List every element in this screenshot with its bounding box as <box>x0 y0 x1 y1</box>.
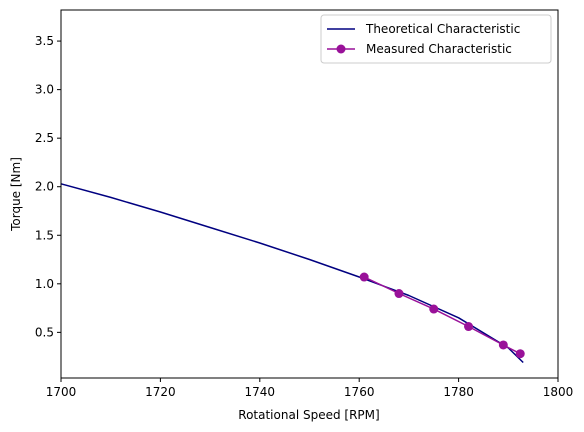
x-axis-ticks: 1700 1720 1740 1760 1780 1800 <box>46 378 574 399</box>
x-tick-label: 1800 <box>543 385 574 399</box>
series-line-measured <box>364 277 520 354</box>
x-tick-label: 1720 <box>145 385 176 399</box>
measured-point <box>499 340 508 349</box>
measured-point <box>360 273 369 282</box>
x-tick-label: 1780 <box>443 385 474 399</box>
legend-marker-measured <box>337 45 346 54</box>
x-tick-label: 1760 <box>344 385 375 399</box>
x-tick-label: 1740 <box>245 385 276 399</box>
plot-area <box>61 184 525 363</box>
y-tick-label: 1.0 <box>35 277 54 291</box>
series-line-theoretical <box>61 184 523 363</box>
legend: Theoretical Characteristic Measured Char… <box>321 15 551 63</box>
y-tick-label: 0.5 <box>35 325 54 339</box>
x-axis-label: Rotational Speed [RPM] <box>238 408 379 422</box>
measured-point <box>464 322 473 331</box>
y-tick-label: 2.5 <box>35 131 54 145</box>
legend-label-theoretical: Theoretical Characteristic <box>365 22 520 36</box>
y-tick-label: 3.0 <box>35 83 54 97</box>
y-tick-label: 3.5 <box>35 34 54 48</box>
measured-point <box>394 289 403 298</box>
y-tick-label: 2.0 <box>35 180 54 194</box>
y-axis-label: Torque [Nm] <box>9 157 23 232</box>
y-tick-label: 1.5 <box>35 228 54 242</box>
legend-label-measured: Measured Characteristic <box>366 42 512 56</box>
x-tick-label: 1700 <box>46 385 77 399</box>
y-axis-ticks: 0.5 1.0 1.5 2.0 2.5 3.0 3.5 <box>35 34 61 339</box>
measured-point <box>429 305 438 314</box>
measured-point <box>516 349 525 358</box>
plot-frame <box>61 10 558 378</box>
